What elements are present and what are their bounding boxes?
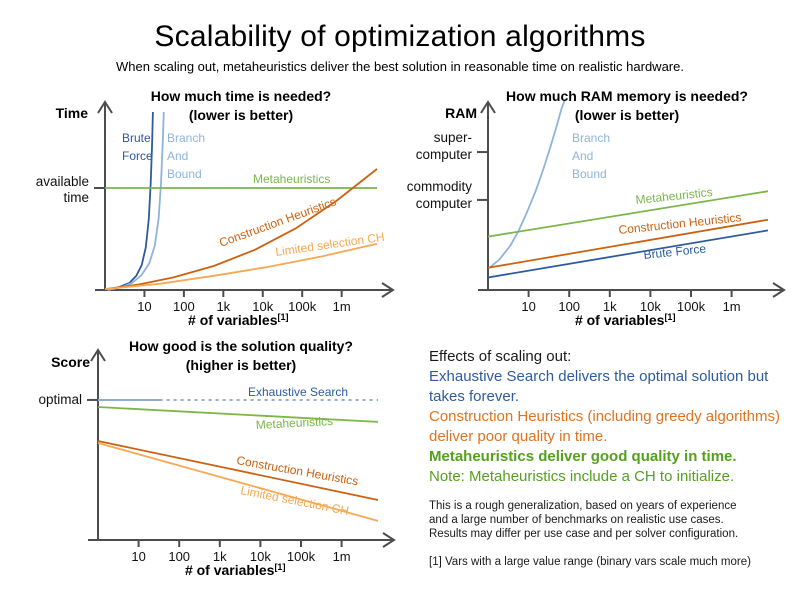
y-reference-label: computer	[416, 147, 473, 162]
series-branch-and-bound-label: Branch And Bound	[167, 131, 205, 181]
series-branch-and-bound-line	[107, 111, 165, 291]
x-axis-label: # of variables[1]	[575, 312, 676, 328]
y-axis-arrow	[97, 100, 113, 114]
series-metaheuristics-line	[97, 406, 379, 423]
x-tick-label: 1k	[216, 299, 230, 314]
effects-heading: Effects of scaling out:	[429, 348, 572, 365]
chart-subtitle: (lower is better)	[189, 107, 293, 123]
x-tick-label: 100	[558, 299, 580, 314]
x-tick-label: 1m	[333, 299, 351, 314]
x-axis-arrow	[382, 532, 396, 548]
series-metaheuristics-label: Metaheuristics	[253, 172, 330, 186]
series-construction-heuristics-line	[487, 218, 769, 269]
disclaimer-line: Results may differ per use case and per …	[429, 528, 739, 540]
series-construction-heuristics-label: Construction Heuristics	[618, 210, 742, 237]
x-tick-label: 100k	[287, 549, 316, 564]
chart-score: 10 100 1k 10k 100k 1m # of variables[1] optimal…	[38, 338, 396, 578]
series-construction-heuristics-line	[97, 440, 379, 501]
x-tick-label: 10k	[252, 299, 273, 314]
x-tick-label: 100	[168, 549, 190, 564]
chart-title: How much time is needed?	[151, 88, 331, 104]
y-reference-label: super-	[434, 130, 472, 145]
chart-title: How much RAM memory is needed?	[506, 88, 748, 104]
x-tick-label: 1m	[723, 299, 741, 314]
y-axis-title: RAM	[445, 105, 477, 121]
x-tick-label: 100k	[677, 299, 706, 314]
series-limited-selection-ch-line	[97, 442, 379, 522]
series-branch-and-bound-label: Branch And Bound	[572, 131, 610, 181]
chart-subtitle: (lower is better)	[575, 107, 679, 123]
x-axis-label: # of variables[1]	[185, 562, 286, 578]
y-axis-title: Score	[51, 354, 90, 370]
series-limited-selection-ch-label: Limited selection CH	[239, 483, 350, 518]
effects-metaheuristics-text: Metaheuristics deliver good quality in t…	[429, 448, 737, 465]
chart-ram: 10 100 1k 10k 100k 1m # of variables[1] super-c…	[407, 88, 786, 328]
x-tick-label: 1m	[333, 549, 351, 564]
effects-panel: Effects of scaling out: Exhaustive Searc…	[429, 347, 793, 568]
x-tick-label: 10	[131, 549, 145, 564]
y-axis-title: Time	[56, 105, 89, 121]
chart-time: 10 100 1k 10k 100k 1m # of variables[1] availab…	[36, 88, 395, 328]
x-tick-label: 10	[137, 299, 151, 314]
effects-note-text: Note: Metaheuristics include a CH to ini…	[429, 468, 735, 485]
chart-subtitle: (higher is better)	[186, 357, 296, 373]
series-metaheuristics-line	[487, 190, 769, 238]
page-subtitle: When scaling out, metaheuristics deliver…	[116, 59, 684, 74]
x-tick-label: 10k	[250, 549, 271, 564]
series-branch-and-bound-line	[488, 99, 566, 269]
y-reference-label: optimal	[38, 392, 82, 407]
x-axis-arrow	[381, 282, 395, 298]
series-exhaustive-search-label: Exhaustive Search	[248, 385, 348, 399]
y-reference-label: commodity	[407, 179, 473, 194]
disclaimer-line: and a large number of benchmarks on real…	[429, 514, 724, 526]
series-brute-force-line	[487, 229, 769, 279]
page-title: Scalability of optimization algorithms	[154, 20, 646, 53]
x-tick-label: 10	[521, 299, 535, 314]
series-metaheuristics-label: Metaheuristics	[255, 414, 333, 432]
series-limited-selection-ch-line	[104, 242, 378, 290]
effects-exhaustive-text: Exhaustive Search delivers the optimal s…	[429, 368, 769, 405]
series-brute-force-label: Brute Force	[122, 131, 153, 163]
series-brute-force-label: Brute Force	[643, 241, 707, 262]
x-axis-label: # of variables[1]	[188, 312, 289, 328]
x-tick-label: 1k	[603, 299, 617, 314]
x-tick-label: 100k	[288, 299, 317, 314]
series-brute-force-line	[106, 111, 154, 291]
chart-title: How good is the solution quality?	[129, 338, 353, 354]
disclaimer-line: This is a rough generalization, based on…	[429, 500, 737, 512]
disclaimer: This is a rough generalization, based on…	[429, 499, 793, 541]
y-axis-arrow	[480, 100, 496, 114]
series-construction-heuristics-line	[104, 168, 378, 290]
x-tick-label: 1k	[213, 549, 227, 564]
x-axis-arrow	[772, 282, 786, 298]
y-reference-label: time	[63, 190, 89, 205]
series-metaheuristics-label: Metaheuristics	[635, 185, 713, 207]
x-tick-label: 10k	[640, 299, 661, 314]
effects-construction-text: Construction Heuristics (including greed…	[429, 408, 780, 445]
y-axis-arrow	[90, 348, 106, 362]
footnote: [1] Vars with a large value range (binar…	[429, 556, 751, 568]
y-reference-label: available	[36, 174, 89, 189]
x-tick-label: 100	[173, 299, 195, 314]
y-reference-label: computer	[416, 196, 473, 211]
